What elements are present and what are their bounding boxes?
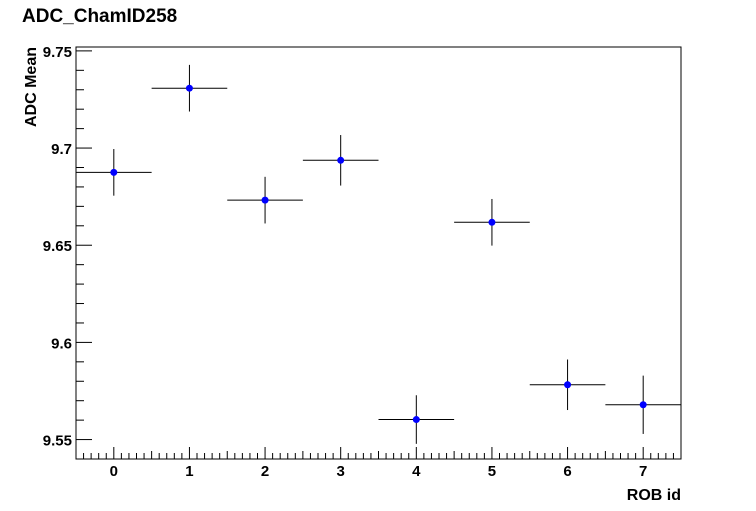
point-marker (564, 381, 572, 389)
point-marker (185, 84, 193, 92)
x-tick-label: 4 (412, 463, 421, 480)
x-tick-label: 5 (488, 463, 496, 480)
data-point (529, 359, 606, 411)
y-tick-label: 9.6 (51, 335, 72, 352)
x-tick-label: 3 (337, 463, 345, 480)
y-tick-label: 9.55 (43, 433, 72, 450)
data-point (302, 135, 379, 186)
data-point (454, 198, 530, 246)
x-tick-label: 2 (261, 463, 269, 480)
y-axis-label: ADC Mean (23, 47, 40, 127)
data-point (151, 64, 228, 112)
point-marker (412, 416, 420, 424)
x-axis-label: ROB id (627, 487, 681, 504)
point-marker (110, 168, 118, 176)
data-point (378, 395, 455, 444)
y-tick-label: 9.7 (51, 141, 72, 158)
data-point (227, 176, 303, 224)
point-marker (488, 218, 496, 226)
axes: 0 1 2 3 4 5 6 7 9.55 9.6 9.65 9.7 9.75 (43, 44, 682, 480)
x-tick-label: 1 (185, 463, 193, 480)
y-tick-label: 9.65 (43, 238, 72, 255)
point-marker (337, 156, 345, 164)
chart-title: ADC_ChamID258 (22, 6, 178, 27)
point-marker (261, 196, 269, 204)
point-marker (639, 401, 647, 409)
data-point (605, 375, 681, 434)
data-point (76, 149, 152, 196)
y-tick-label: 9.75 (43, 44, 72, 61)
plot-frame (75, 46, 682, 460)
x-tick-label: 6 (563, 463, 571, 480)
data-points (76, 64, 681, 444)
x-tick-label: 0 (110, 463, 118, 480)
x-tick-label: 7 (639, 463, 647, 480)
